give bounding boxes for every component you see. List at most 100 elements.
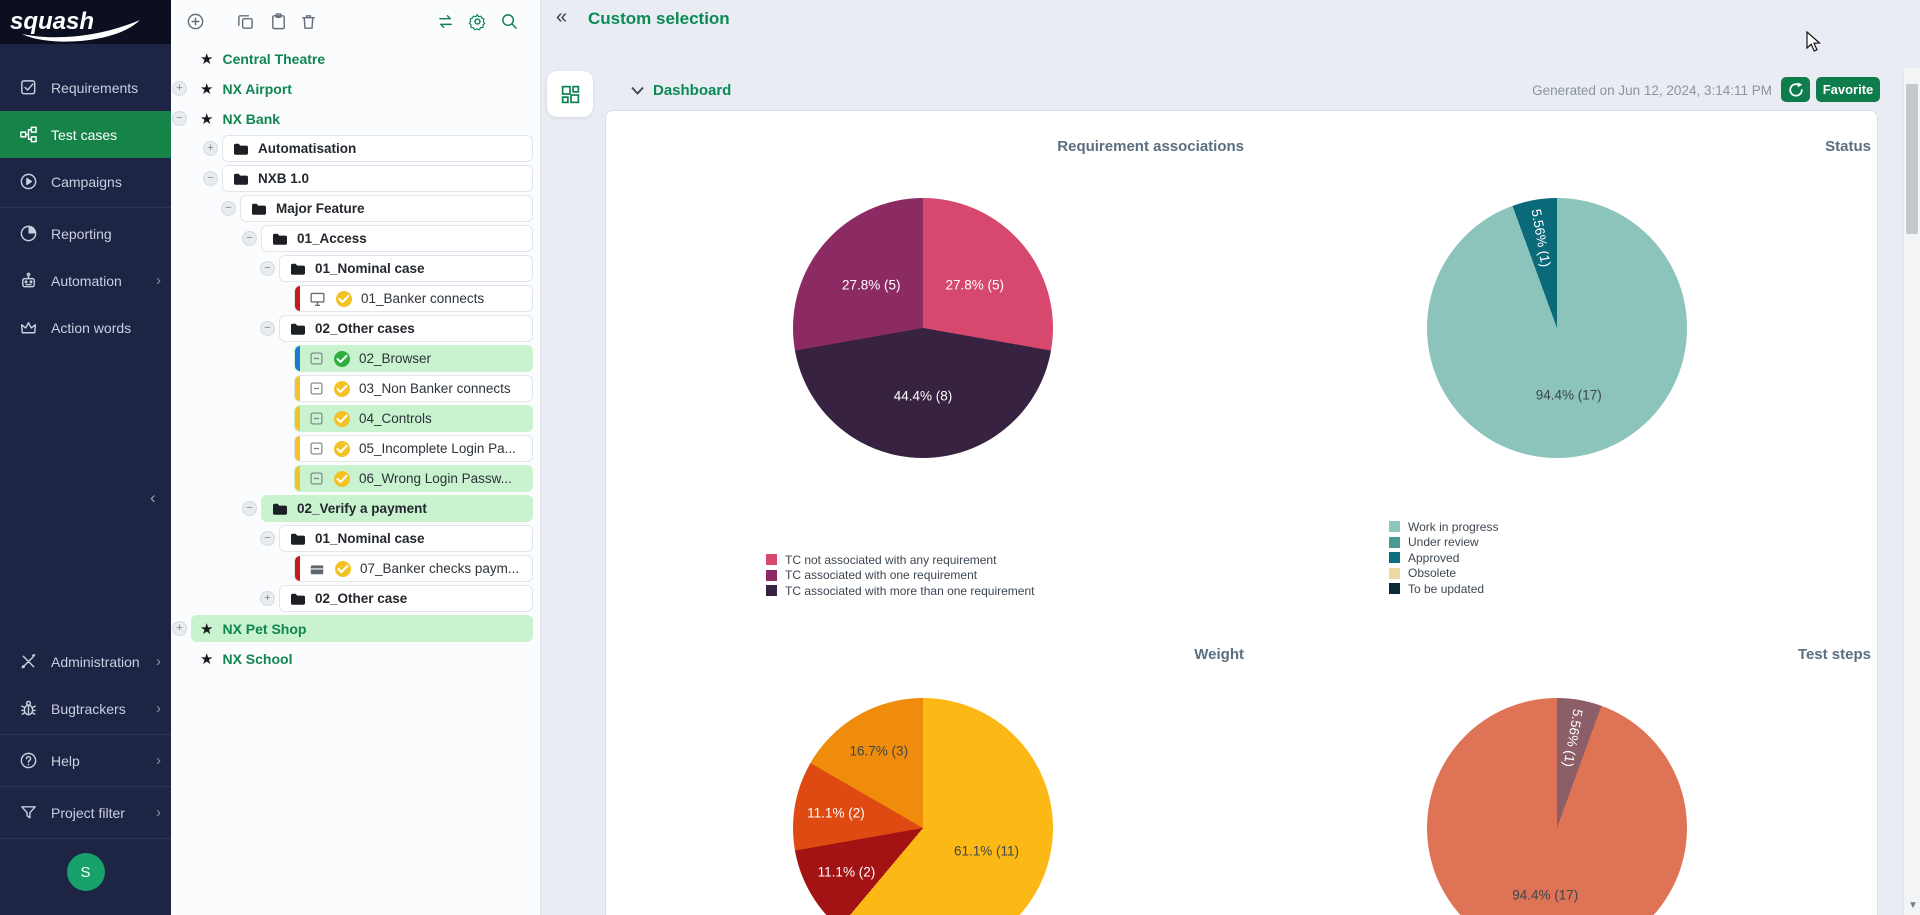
- sidebar-item-test-cases[interactable]: Test cases: [0, 111, 171, 158]
- legend-label: Obsolete: [1408, 566, 1457, 581]
- favorite-button[interactable]: Favorite: [1816, 77, 1880, 102]
- transfer-icon[interactable]: [433, 9, 457, 33]
- project-node[interactable]: ★ NX School: [191, 645, 533, 672]
- sidebar-item-project-filter[interactable]: Project filter ›: [0, 789, 171, 836]
- tree-row-01-nominal-case: − 01_Nominal case: [171, 254, 540, 284]
- status-color-bar: [295, 436, 300, 461]
- folder-node[interactable]: 02_Other case: [279, 585, 533, 612]
- testcase-node[interactable]: 03_Non Banker connects: [294, 375, 533, 402]
- sidebar-item-administration[interactable]: Administration ›: [0, 638, 171, 685]
- folder-node[interactable]: 01_Nominal case: [279, 525, 533, 552]
- test-cases-icon: [18, 125, 38, 145]
- pie-chart-requirement-associations: 27.8% (5) 44.4% (8) 27.8% (5): [793, 198, 1053, 458]
- requirements-icon: [18, 78, 38, 98]
- squash-logo-icon: squash: [10, 8, 140, 42]
- settings-icon[interactable]: [465, 9, 489, 33]
- folder-icon: [233, 172, 249, 186]
- collapse-icon[interactable]: −: [260, 261, 275, 276]
- pie-chart-status: 94.4% (17) 5.56% (1): [1427, 198, 1687, 458]
- search-icon[interactable]: [497, 9, 521, 33]
- collapse-icon[interactable]: −: [260, 531, 275, 546]
- folder-node[interactable]: NXB 1.0: [222, 165, 533, 192]
- legend-swatch: [1389, 536, 1400, 548]
- expand-icon[interactable]: +: [260, 591, 275, 606]
- tree-row-01-access: − 01_Access: [171, 224, 540, 254]
- vertical-scrollbar[interactable]: ▼: [1903, 68, 1920, 915]
- folder-node[interactable]: 01_Nominal case: [279, 255, 533, 282]
- folder-icon: [272, 232, 288, 246]
- folder-node[interactable]: 01_Access: [261, 225, 533, 252]
- sidebar-item-requirements[interactable]: Requirements: [0, 64, 171, 111]
- test-case-label: 04_Controls: [359, 411, 432, 426]
- copy-icon[interactable]: [233, 9, 257, 33]
- tree-row-nxb-1-0: − NXB 1.0: [171, 164, 540, 194]
- status-color-bar: [295, 556, 300, 581]
- legend-item: Work in progress: [1389, 519, 1498, 535]
- sidebar-item-label: Requirements: [51, 79, 139, 96]
- collapse-icon[interactable]: −: [172, 111, 187, 126]
- collapse-icon[interactable]: −: [203, 171, 218, 186]
- paste-icon[interactable]: [266, 9, 290, 33]
- dashboard-section-toggle[interactable]: Dashboard: [631, 82, 731, 99]
- sidebar-item-action-words[interactable]: Action words: [0, 304, 171, 351]
- sidebar-item-help[interactable]: Help ›: [0, 737, 171, 784]
- folder-label: 01_Nominal case: [315, 531, 425, 546]
- folder-node[interactable]: 02_Verify a payment: [261, 495, 533, 522]
- collapse-icon[interactable]: −: [221, 201, 236, 216]
- sidebar-item-reporting[interactable]: Reporting: [0, 210, 171, 257]
- status-color-bar: [295, 286, 300, 311]
- project-node[interactable]: ★ NX Airport: [191, 75, 533, 102]
- expand-icon[interactable]: +: [172, 81, 187, 96]
- pie-slice-label: 5.56% (1): [1528, 208, 1554, 269]
- refresh-button[interactable]: [1781, 77, 1810, 102]
- chevron-right-icon: ›: [156, 804, 161, 821]
- test-case-label: 02_Browser: [359, 351, 432, 366]
- testcase-node[interactable]: 01_Banker connects: [294, 285, 533, 312]
- collapse-icon[interactable]: −: [242, 501, 257, 516]
- testcase-node[interactable]: 05_Incomplete Login Pa...: [294, 435, 533, 462]
- delete-icon[interactable]: [296, 9, 320, 33]
- administration-icon: [18, 652, 38, 672]
- testcase-node[interactable]: 07_Banker checks paym...: [294, 555, 533, 582]
- tree-row-02-verify-a-payment: − 02_Verify a payment: [171, 494, 540, 524]
- expand-icon[interactable]: +: [203, 141, 218, 156]
- check-badge-icon: [334, 380, 350, 397]
- sidebar-item-label: Reporting: [51, 225, 112, 242]
- project-node[interactable]: ★ Central Theatre: [191, 45, 533, 72]
- sidebar: squash Requirements Test cases Campaigns Re…: [0, 0, 171, 915]
- test-case-label: 05_Incomplete Login Pa...: [359, 441, 516, 456]
- expand-icon[interactable]: +: [172, 621, 187, 636]
- testcase-node[interactable]: 02_Browser: [294, 345, 533, 372]
- folder-node[interactable]: 02_Other cases: [279, 315, 533, 342]
- legend-label: TC not associated with any requirement: [785, 552, 997, 567]
- scrollbar-down-arrow-icon[interactable]: ▼: [1908, 900, 1918, 911]
- user-avatar[interactable]: S: [66, 853, 105, 891]
- collapse-sidebar-chevron-icon[interactable]: ‹: [150, 488, 156, 507]
- star-icon: ★: [200, 50, 214, 68]
- pie-chart-weight: 61.1% (11) 11.1% (2) 11.1% (2) 16.7% (3): [793, 698, 1053, 915]
- sidebar-item-campaigns[interactable]: Campaigns: [0, 158, 171, 205]
- project-node[interactable]: ★ NX Pet Shop: [191, 615, 533, 642]
- scrollbar-thumb[interactable]: [1906, 84, 1918, 234]
- dashboard-tab[interactable]: [547, 71, 593, 117]
- sidebar-item-automation[interactable]: Automation ›: [0, 257, 171, 304]
- add-icon[interactable]: [183, 9, 207, 33]
- pie-slice-label: 61.1% (11): [953, 843, 1020, 859]
- collapse-icon[interactable]: −: [260, 321, 275, 336]
- folder-label: 02_Other case: [315, 591, 408, 606]
- chart-title-test-steps: Test steps: [1797, 646, 1871, 663]
- folder-label: 02_Other cases: [315, 321, 415, 336]
- status-color-bar: [295, 346, 300, 371]
- folder-node[interactable]: Major Feature: [240, 195, 533, 222]
- collapse-panel-chevrons-icon[interactable]: «: [556, 6, 568, 28]
- legend-label: TC associated with one requirement: [785, 568, 978, 583]
- status-color-bar: [295, 376, 300, 401]
- legend-item: Obsolete: [1389, 566, 1498, 582]
- folder-node[interactable]: Automatisation: [222, 135, 533, 162]
- folder-label: Major Feature: [276, 201, 365, 216]
- project-node[interactable]: ★ NX Bank: [191, 105, 533, 132]
- testcase-node[interactable]: 04_Controls: [294, 405, 533, 432]
- testcase-node[interactable]: 06_Wrong Login Passw...: [294, 465, 533, 492]
- collapse-icon[interactable]: −: [242, 231, 257, 246]
- sidebar-item-bugtrackers[interactable]: Bugtrackers ›: [0, 685, 171, 732]
